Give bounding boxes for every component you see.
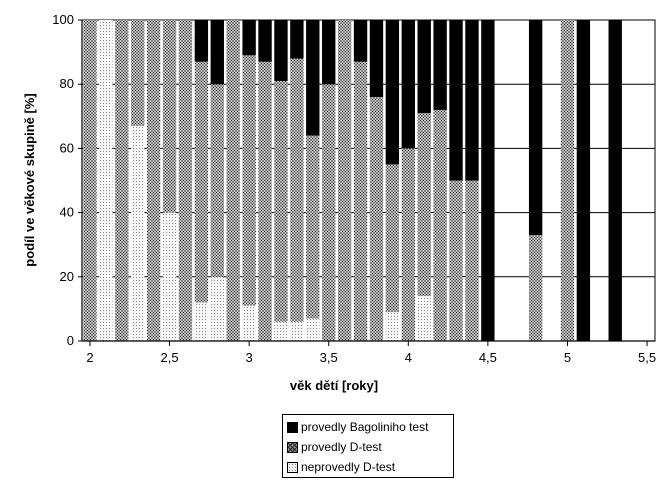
bar-provedly-bagoliniho-test bbox=[290, 20, 304, 59]
bar-provedly-bagoliniho-test bbox=[274, 20, 288, 81]
bar-neprovedly-d-test bbox=[290, 321, 304, 341]
bar-provedly-bagoliniho-test bbox=[449, 20, 463, 181]
bar-neprovedly-d-test bbox=[194, 302, 209, 341]
x-tick-label: 5 bbox=[564, 350, 571, 365]
bar-provedly-d-test bbox=[83, 20, 97, 341]
bar-provedly-d-test bbox=[337, 20, 352, 341]
bar-provedly-d-test bbox=[560, 20, 575, 341]
bar-provedly-d-test bbox=[385, 164, 400, 313]
legend-swatch-dtest bbox=[287, 441, 298, 453]
bar-provedly-d-test bbox=[194, 61, 209, 303]
legend-swatch-no-dtest bbox=[287, 461, 298, 473]
bar-provedly-bagoliniho-test bbox=[194, 20, 209, 62]
y-tick-label: 20 bbox=[60, 269, 74, 284]
bar-provedly-d-test bbox=[433, 109, 447, 341]
bar-provedly-d-test bbox=[290, 58, 304, 322]
bar-provedly-bagoliniho-test bbox=[608, 20, 622, 341]
y-tick-label: 100 bbox=[52, 12, 74, 27]
legend-label-no-dtest: neprovedly D-test bbox=[301, 460, 396, 474]
bar-neprovedly-d-test bbox=[306, 318, 320, 341]
y-tick-label: 60 bbox=[60, 140, 74, 155]
x-axis-label: věk dětí [roky] bbox=[290, 378, 378, 393]
legend-label-bagolini: provedly Bagoliniho test bbox=[301, 420, 429, 434]
bar-provedly-d-test bbox=[322, 84, 336, 341]
bar-provedly-d-test bbox=[162, 20, 177, 213]
bar-provedly-bagoliniho-test bbox=[385, 20, 400, 165]
y-tick-label: 40 bbox=[60, 205, 74, 220]
bar-provedly-bagoliniho-test bbox=[401, 20, 415, 149]
bar-provedly-d-test bbox=[258, 61, 272, 341]
bar-neprovedly-d-test bbox=[162, 212, 177, 341]
bar-provedly-d-test bbox=[146, 20, 161, 341]
y-tick-label: 80 bbox=[60, 76, 74, 91]
bar-provedly-d-test bbox=[353, 61, 368, 341]
bar-provedly-bagoliniho-test bbox=[465, 20, 479, 181]
bar-provedly-d-test bbox=[401, 148, 415, 341]
bar-neprovedly-d-test bbox=[210, 276, 224, 341]
x-tick-label: 2,5 bbox=[161, 350, 179, 365]
bar-provedly-d-test bbox=[178, 20, 193, 341]
bar-provedly-bagoliniho-test bbox=[528, 20, 543, 236]
bar-neprovedly-d-test bbox=[417, 296, 431, 341]
plot-area bbox=[81, 19, 656, 342]
bar-provedly-bagoliniho-test bbox=[417, 20, 431, 114]
bar-provedly-bagoliniho-test bbox=[306, 20, 320, 136]
x-tick-label: 3,5 bbox=[320, 350, 338, 365]
x-tick-label: 2 bbox=[86, 350, 93, 365]
bar-neprovedly-d-test bbox=[274, 321, 288, 341]
legend-label-dtest: provedly D-test bbox=[301, 440, 382, 454]
bar-provedly-bagoliniho-test bbox=[369, 20, 384, 98]
bar-provedly-d-test bbox=[449, 180, 463, 341]
x-tick-label: 5,5 bbox=[638, 350, 656, 365]
x-tick-label: 4 bbox=[405, 350, 412, 365]
bar-neprovedly-d-test bbox=[99, 20, 113, 341]
y-tick-label: 0 bbox=[67, 333, 74, 348]
bar-provedly-bagoliniho-test bbox=[210, 20, 224, 85]
bar-neprovedly-d-test bbox=[131, 125, 145, 342]
bar-provedly-bagoliniho-test bbox=[258, 20, 272, 62]
bar-provedly-d-test bbox=[226, 20, 240, 341]
bar-provedly-d-test bbox=[115, 20, 129, 341]
legend-item-no-dtest: neprovedly D-test bbox=[287, 457, 449, 477]
legend-swatch-bagolini bbox=[287, 421, 298, 433]
x-tick-label: 3 bbox=[246, 350, 253, 365]
bar-provedly-d-test bbox=[528, 235, 543, 341]
bar-provedly-d-test bbox=[274, 80, 288, 322]
legend-item-bagolini: provedly Bagoliniho test bbox=[287, 417, 449, 437]
bar-provedly-bagoliniho-test bbox=[433, 20, 447, 110]
x-tick-label: 4,5 bbox=[479, 350, 497, 365]
bar-provedly-d-test bbox=[465, 180, 479, 341]
bar-provedly-d-test bbox=[210, 84, 224, 277]
legend: provedly Bagoliniho test provedly D-test… bbox=[282, 414, 454, 478]
y-axis-label: podíl ve věkové skupině [%] bbox=[22, 93, 37, 266]
bar-provedly-d-test bbox=[417, 113, 431, 297]
bar-provedly-d-test bbox=[369, 97, 384, 341]
bar-provedly-bagoliniho-test bbox=[481, 20, 495, 341]
bar-neprovedly-d-test bbox=[242, 305, 256, 341]
bar-neprovedly-d-test bbox=[385, 312, 400, 341]
legend-item-dtest: provedly D-test bbox=[287, 437, 449, 457]
bar-provedly-d-test bbox=[242, 55, 256, 306]
bar-provedly-bagoliniho-test bbox=[576, 20, 591, 341]
bar-provedly-bagoliniho-test bbox=[353, 20, 368, 62]
bar-provedly-bagoliniho-test bbox=[242, 20, 256, 56]
bar-provedly-d-test bbox=[131, 20, 145, 126]
bar-provedly-d-test bbox=[306, 135, 320, 319]
bar-provedly-bagoliniho-test bbox=[322, 20, 336, 85]
